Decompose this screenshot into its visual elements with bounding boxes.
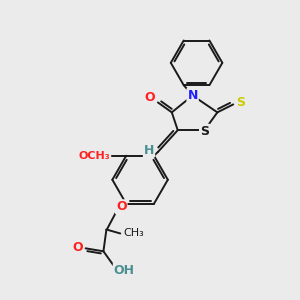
Text: S: S <box>236 96 245 109</box>
Text: N: N <box>188 89 198 102</box>
Text: S: S <box>200 125 209 138</box>
Text: H: H <box>144 143 154 157</box>
Text: OH: OH <box>114 264 135 277</box>
Text: CH₃: CH₃ <box>124 229 145 238</box>
Text: OCH₃: OCH₃ <box>79 151 110 161</box>
Text: O: O <box>116 200 127 213</box>
Text: O: O <box>145 91 155 104</box>
Text: O: O <box>72 241 83 254</box>
